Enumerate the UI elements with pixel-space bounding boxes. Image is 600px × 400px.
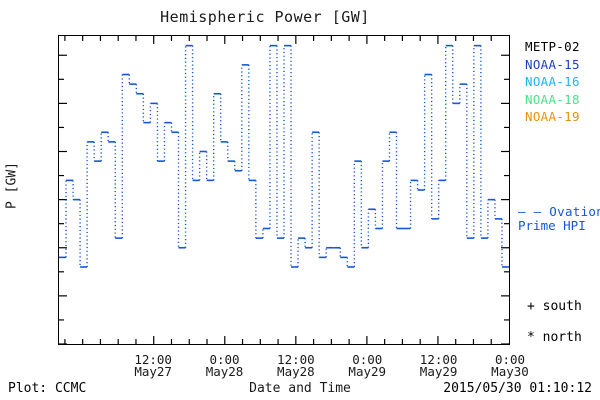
timestamp: 2015/05/30 01:10:12 — [443, 381, 592, 396]
x-tick-time: 12:00 — [419, 352, 458, 367]
x-tick-time: 0:00 — [352, 352, 383, 367]
y-axis-ticks — [59, 54, 509, 344]
x-tick-date: May28 — [205, 364, 244, 379]
legend-marker-north: * north — [527, 330, 582, 345]
legend-ovation-line1: — — Ovation — [518, 204, 600, 219]
legend-entry-noaa-15: NOAA-15 — [525, 56, 580, 72]
x-tick-label: 12:00 May28 — [251, 352, 341, 379]
x-tick-date: May30 — [491, 364, 529, 379]
x-tick-time: 0:00 — [494, 352, 526, 367]
x-axis-label: Date and Time — [249, 381, 351, 396]
x-tick-label: 0:00 May29 — [322, 352, 412, 379]
x-tick-label: 0:00 May28 — [180, 352, 270, 379]
x-tick-label: 0:00 May30 — [465, 352, 555, 379]
x-tick-label: 12:00 May29 — [394, 352, 484, 379]
chart-title: Hemispheric Power [GW] — [160, 8, 370, 26]
x-tick-label: 12:00 May27 — [108, 352, 198, 379]
legend-entry-noaa-16: NOAA-16 — [525, 74, 580, 89]
x-axis-ticks — [64, 36, 492, 344]
plot-canvas — [59, 36, 509, 344]
x-tick-time: 12:00 — [134, 352, 172, 367]
legend-entry-metp-02: METP-02 — [525, 39, 580, 54]
legend-entry-noaa-19: NOAA-19 — [525, 109, 580, 124]
y-axis-label: P [GW] — [4, 162, 20, 209]
x-tick-time: 0:00 — [209, 352, 240, 367]
plot-area — [58, 35, 510, 345]
plot-credit: Plot: CCMC — [8, 381, 87, 396]
legend-ovation-prime-hpi: — — Ovation Prime HPI — [518, 205, 600, 232]
x-tick-date: May27 — [134, 364, 172, 379]
x-tick-date: May29 — [419, 364, 458, 379]
series-ovation-prime-hpi — [59, 44, 509, 268]
legend-entry-noaa-18: NOAA-18 — [525, 91, 580, 107]
legend: METP-02 NOAA-15 NOAA-16 NOAA-18 NOAA-19 — [525, 38, 580, 126]
x-tick-date: May28 — [277, 364, 315, 379]
legend-ovation-line2: Prime HPI — [518, 217, 586, 233]
legend-marker-south: + south — [527, 299, 582, 314]
x-tick-date: May29 — [348, 364, 387, 379]
x-tick-time: 12:00 — [277, 352, 315, 367]
